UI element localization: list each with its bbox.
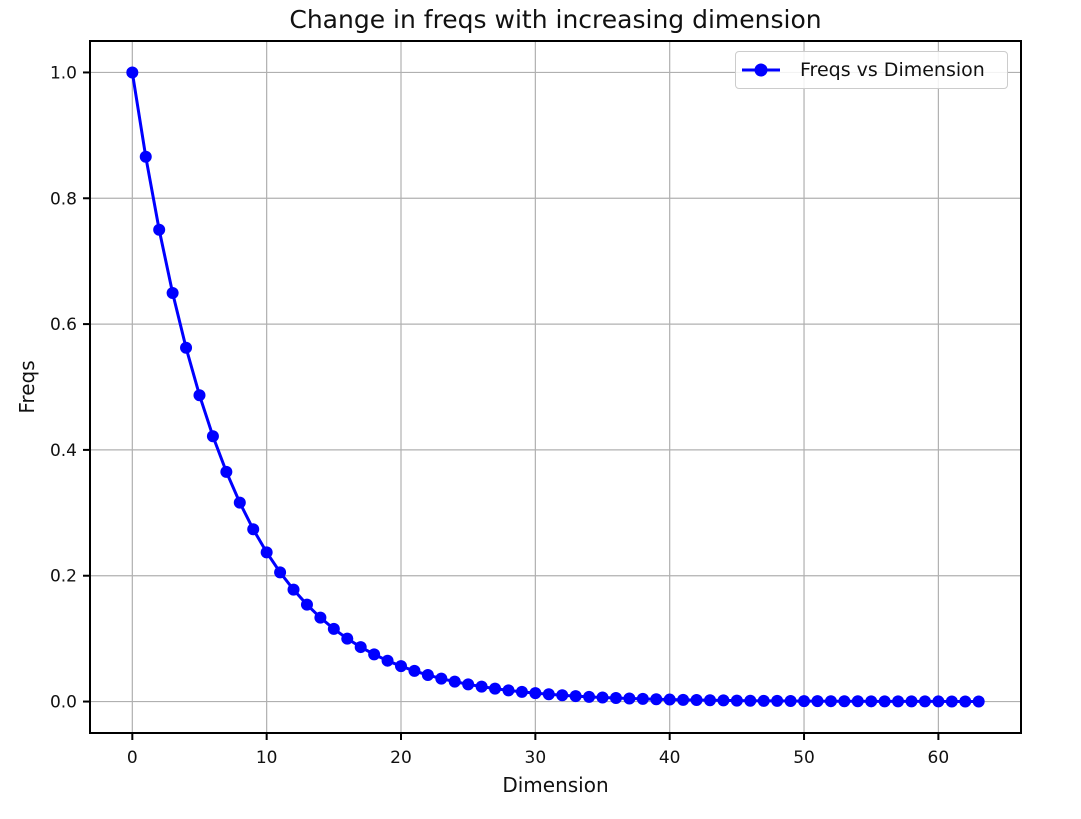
data-point xyxy=(959,695,972,708)
data-point xyxy=(529,687,542,700)
data-point xyxy=(945,695,958,708)
axes-spines-and-ticks xyxy=(83,40,1022,740)
legend-line-marker-icon xyxy=(742,63,780,77)
data-point xyxy=(515,685,528,698)
y-tick-label: 0.0 xyxy=(50,693,77,713)
data-point xyxy=(368,648,381,661)
data-point xyxy=(717,694,730,707)
data-point xyxy=(596,691,609,704)
data-point xyxy=(905,695,918,708)
data-point xyxy=(220,465,233,478)
data-point xyxy=(623,692,636,705)
x-tick-label: 30 xyxy=(525,748,547,768)
data-point xyxy=(300,598,313,611)
data-point xyxy=(556,689,569,702)
data-point xyxy=(542,688,555,701)
x-tick-label: 20 xyxy=(390,748,412,768)
data-point xyxy=(609,692,622,705)
data-series-freqs xyxy=(126,66,985,708)
data-point xyxy=(892,695,905,708)
data-point xyxy=(421,669,434,682)
data-point xyxy=(851,695,864,708)
data-point xyxy=(395,660,408,673)
data-point xyxy=(475,680,488,693)
legend-series-label: Freqs vs Dimension xyxy=(800,59,985,81)
data-point xyxy=(502,684,515,697)
data-point xyxy=(139,150,152,163)
y-axis-label: Freqs xyxy=(15,360,39,414)
data-point xyxy=(811,695,824,708)
y-tick-label: 0.8 xyxy=(50,189,77,209)
data-point xyxy=(166,287,179,300)
x-tick-label: 50 xyxy=(793,748,815,768)
x-tick-label: 40 xyxy=(659,748,681,768)
data-point xyxy=(757,694,770,707)
data-point xyxy=(878,695,891,708)
series-line xyxy=(130,72,979,703)
data-point xyxy=(180,341,193,354)
data-point xyxy=(408,664,421,677)
data-point xyxy=(274,566,287,579)
data-point xyxy=(206,430,219,443)
tick-labels: 0 10 20 30 40 50 60 0.0 0.2 0.4 0.6 0.8 1.0 xyxy=(50,63,949,768)
data-point xyxy=(677,693,690,706)
y-tick-label: 1.0 xyxy=(50,63,77,83)
x-tick-label: 60 xyxy=(928,748,950,768)
data-point xyxy=(838,695,851,708)
data-point xyxy=(193,389,206,402)
data-point xyxy=(448,675,461,688)
data-point xyxy=(247,523,260,536)
data-point xyxy=(918,695,931,708)
data-point xyxy=(354,641,367,654)
data-point xyxy=(703,694,716,707)
data-point xyxy=(583,690,596,703)
data-point xyxy=(650,693,663,706)
data-point xyxy=(771,694,784,707)
y-tick-label: 0.6 xyxy=(50,315,77,335)
data-point xyxy=(798,695,811,708)
data-point xyxy=(824,695,837,708)
data-point xyxy=(636,692,649,705)
data-point xyxy=(462,678,475,691)
gridlines xyxy=(90,41,1021,733)
data-point xyxy=(489,682,502,695)
data-point xyxy=(381,654,394,667)
data-point xyxy=(435,672,448,685)
chart-title: Change in freqs with increasing dimensio… xyxy=(289,5,822,34)
data-point xyxy=(260,546,273,559)
data-point xyxy=(690,694,703,707)
data-point xyxy=(233,496,246,509)
data-point xyxy=(865,695,878,708)
y-tick-label: 0.2 xyxy=(50,567,77,587)
data-point xyxy=(663,693,676,706)
data-point xyxy=(744,694,757,707)
x-axis-label: Dimension xyxy=(502,773,609,797)
data-point xyxy=(126,66,139,79)
data-point xyxy=(153,223,166,236)
data-point xyxy=(341,632,354,645)
data-point xyxy=(784,694,797,707)
axes-spines xyxy=(89,40,1022,734)
data-point xyxy=(569,690,582,703)
data-point xyxy=(972,695,985,708)
data-point xyxy=(287,583,300,596)
legend: Freqs vs Dimension xyxy=(735,51,1008,89)
data-point xyxy=(730,694,743,707)
x-tick-label: 10 xyxy=(256,748,278,768)
data-point xyxy=(327,622,340,635)
y-tick-label: 0.4 xyxy=(50,441,77,461)
x-tick-label: 0 xyxy=(127,748,138,768)
data-point xyxy=(314,611,327,624)
data-point xyxy=(932,695,945,708)
